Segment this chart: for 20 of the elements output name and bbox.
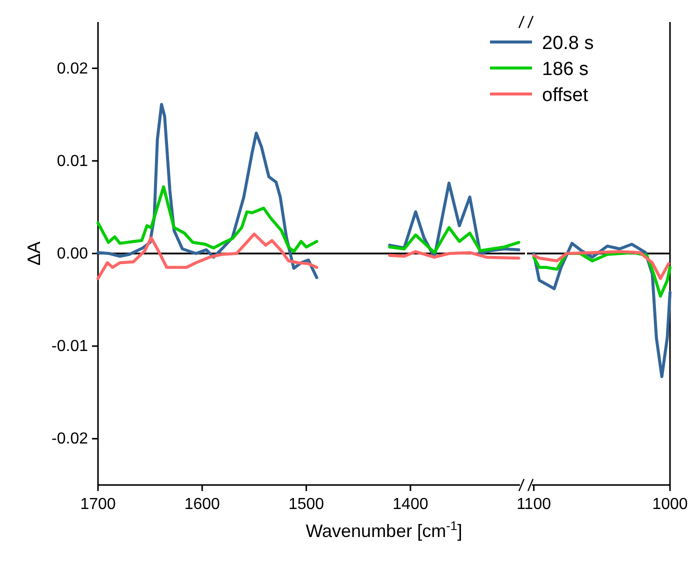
y-tick-label: 0.01 [56,152,88,170]
x-tick-label: 1100 [516,496,552,513]
legend-label: offset [542,85,589,106]
line-series [388,250,520,260]
x-axis-title: Wavenumber [cm$^{-1}$] [306,519,462,541]
legend-label: 186 s [542,59,588,80]
y-axis-title: ΔA [24,241,44,266]
y-tick-label: 0.02 [56,60,88,78]
x-tick-label: 1000 [652,496,688,513]
y-tick-label: 0.00 [56,246,88,262]
x-tick-label: 1700 [80,496,116,513]
line-series [96,232,318,280]
y-tick-label: -0.02 [52,430,88,448]
x-tick-label: 1600 [184,496,220,513]
y-tick-label: -0.01 [52,338,88,356]
x-tick-label: 1500 [288,496,324,513]
line-series [388,226,520,254]
legend-label: 20.8 s [542,33,594,54]
line-series [96,185,318,254]
x-tick-label: 1400 [392,496,428,513]
